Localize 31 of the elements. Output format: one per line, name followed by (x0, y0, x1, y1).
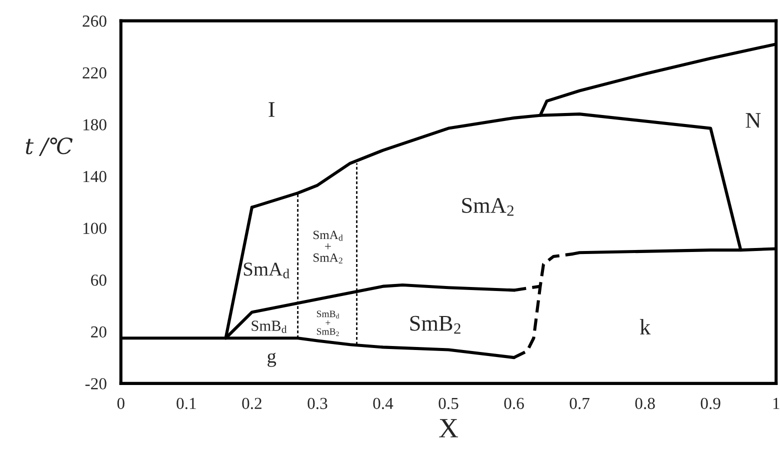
x-tick-label: 0.8 (635, 398, 655, 410)
annotation: SmA$_{d}$ + SmA$_{2}$ (314, 230, 343, 264)
x-tick-label: 0.7 (570, 398, 590, 410)
x-tick-label: 0 (117, 398, 124, 410)
y-tick-label: 220 (82, 67, 106, 79)
annotation: I (268, 102, 275, 117)
x-tick-label: 0.2 (242, 398, 262, 410)
y-tick-label: 180 (83, 119, 106, 130)
y-tick-label: -20 (85, 378, 106, 390)
annotation: k (640, 318, 651, 334)
x-tick-label: 0.9 (700, 398, 720, 410)
x-axis-title: X (439, 419, 458, 438)
y-tick-label: 100 (83, 222, 106, 234)
x-tick-label: 1 (773, 398, 780, 409)
x-tick-label: 0.4 (373, 398, 394, 410)
y-axis-title: t /℃ (26, 137, 73, 156)
x-tick-label: 0.6 (504, 398, 524, 410)
y-tick-label: 60 (91, 274, 106, 286)
annotation: g (268, 352, 276, 367)
annotation: SmA$_{d}$ (244, 262, 290, 278)
annotation: N (746, 113, 761, 128)
y-tick-label: 20 (91, 326, 106, 338)
y-tick-label: 140 (83, 170, 106, 182)
x-tick-label: 0.5 (438, 398, 458, 410)
annotation: SmB$_{d}$ (252, 320, 287, 334)
y-tick-label: 260 (82, 15, 106, 27)
x-tick-label: 0.3 (308, 398, 328, 410)
annotation: SmB$_{d}$ + SmB$_{2}$ (316, 310, 340, 336)
x-tick-label: 0.1 (176, 398, 196, 410)
annotation: SmA$_{2}$ (462, 198, 514, 216)
annotation: SmB$_{2}$ (410, 316, 460, 334)
